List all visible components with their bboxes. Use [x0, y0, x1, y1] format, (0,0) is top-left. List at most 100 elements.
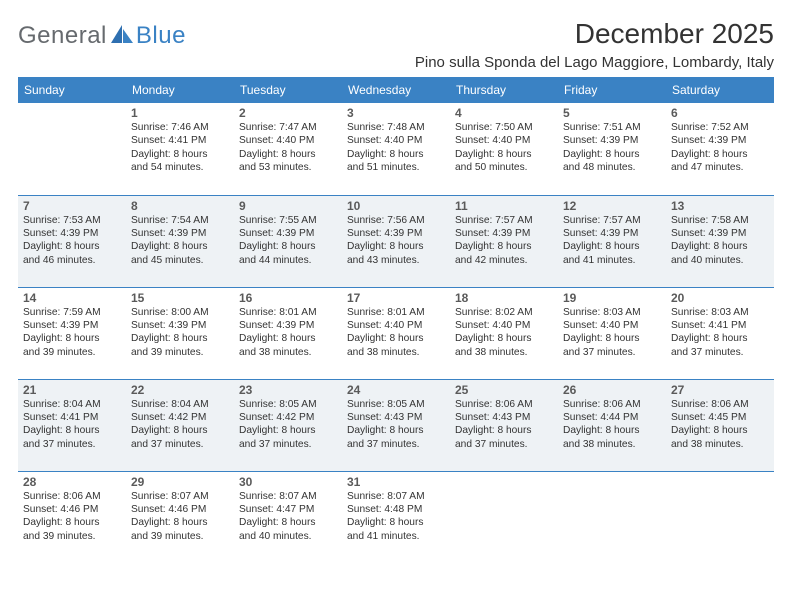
day-number: 22	[131, 383, 229, 397]
day-header: Thursday	[450, 77, 558, 103]
sunset-text: Sunset: 4:39 PM	[131, 319, 229, 332]
sunset-text: Sunset: 4:40 PM	[239, 134, 337, 147]
calendar-week: 28Sunrise: 8:06 AMSunset: 4:46 PMDayligh…	[18, 471, 774, 563]
day-number: 1	[131, 106, 229, 120]
dl1-text: Daylight: 8 hours	[23, 240, 121, 253]
dl2-text: and 38 minutes.	[239, 346, 337, 359]
calendar-cell: 1Sunrise: 7:46 AMSunset: 4:41 PMDaylight…	[126, 103, 234, 195]
calendar-cell: 31Sunrise: 8:07 AMSunset: 4:48 PMDayligh…	[342, 471, 450, 563]
day-number: 6	[671, 106, 769, 120]
calendar-cell: 11Sunrise: 7:57 AMSunset: 4:39 PMDayligh…	[450, 195, 558, 287]
calendar-cell: 28Sunrise: 8:06 AMSunset: 4:46 PMDayligh…	[18, 471, 126, 563]
calendar-cell: 20Sunrise: 8:03 AMSunset: 4:41 PMDayligh…	[666, 287, 774, 379]
day-number: 12	[563, 199, 661, 213]
sunrise-text: Sunrise: 7:47 AM	[239, 121, 337, 134]
dl2-text: and 42 minutes.	[455, 254, 553, 267]
dl2-text: and 37 minutes.	[671, 346, 769, 359]
sunrise-text: Sunrise: 7:56 AM	[347, 214, 445, 227]
dl2-text: and 40 minutes.	[671, 254, 769, 267]
sunrise-text: Sunrise: 8:01 AM	[347, 306, 445, 319]
header-row: General Blue December 2025 Pino sulla Sp…	[18, 18, 774, 71]
day-number: 14	[23, 291, 121, 305]
calendar-body: 1Sunrise: 7:46 AMSunset: 4:41 PMDaylight…	[18, 103, 774, 563]
dl1-text: Daylight: 8 hours	[23, 424, 121, 437]
dl1-text: Daylight: 8 hours	[239, 424, 337, 437]
day-number: 26	[563, 383, 661, 397]
dl1-text: Daylight: 8 hours	[563, 424, 661, 437]
calendar-cell: 4Sunrise: 7:50 AMSunset: 4:40 PMDaylight…	[450, 103, 558, 195]
sunrise-text: Sunrise: 8:03 AM	[563, 306, 661, 319]
sunset-text: Sunset: 4:39 PM	[239, 319, 337, 332]
dl2-text: and 38 minutes.	[671, 438, 769, 451]
sunset-text: Sunset: 4:42 PM	[239, 411, 337, 424]
dl2-text: and 51 minutes.	[347, 161, 445, 174]
dl1-text: Daylight: 8 hours	[455, 424, 553, 437]
calendar-cell: 23Sunrise: 8:05 AMSunset: 4:42 PMDayligh…	[234, 379, 342, 471]
day-number: 10	[347, 199, 445, 213]
calendar-cell: 8Sunrise: 7:54 AMSunset: 4:39 PMDaylight…	[126, 195, 234, 287]
sunset-text: Sunset: 4:46 PM	[131, 503, 229, 516]
sunrise-text: Sunrise: 8:03 AM	[671, 306, 769, 319]
calendar-cell: 13Sunrise: 7:58 AMSunset: 4:39 PMDayligh…	[666, 195, 774, 287]
dl1-text: Daylight: 8 hours	[23, 516, 121, 529]
day-header: Saturday	[666, 77, 774, 103]
sunset-text: Sunset: 4:39 PM	[23, 319, 121, 332]
calendar-cell: 12Sunrise: 7:57 AMSunset: 4:39 PMDayligh…	[558, 195, 666, 287]
calendar-page: General Blue December 2025 Pino sulla Sp…	[0, 0, 792, 563]
dl1-text: Daylight: 8 hours	[347, 240, 445, 253]
dl1-text: Daylight: 8 hours	[131, 424, 229, 437]
dl2-text: and 38 minutes.	[455, 346, 553, 359]
sunset-text: Sunset: 4:39 PM	[23, 227, 121, 240]
day-number: 3	[347, 106, 445, 120]
day-header: Tuesday	[234, 77, 342, 103]
dl1-text: Daylight: 8 hours	[131, 332, 229, 345]
sunset-text: Sunset: 4:47 PM	[239, 503, 337, 516]
dl2-text: and 37 minutes.	[23, 438, 121, 451]
dl1-text: Daylight: 8 hours	[347, 424, 445, 437]
calendar-week: 21Sunrise: 8:04 AMSunset: 4:41 PMDayligh…	[18, 379, 774, 471]
sunrise-text: Sunrise: 8:00 AM	[131, 306, 229, 319]
day-number: 20	[671, 291, 769, 305]
calendar-cell: 18Sunrise: 8:02 AMSunset: 4:40 PMDayligh…	[450, 287, 558, 379]
sunrise-text: Sunrise: 7:57 AM	[563, 214, 661, 227]
sunrise-text: Sunrise: 7:54 AM	[131, 214, 229, 227]
day-number: 25	[455, 383, 553, 397]
dl1-text: Daylight: 8 hours	[347, 332, 445, 345]
day-number: 21	[23, 383, 121, 397]
calendar-cell: 2Sunrise: 7:47 AMSunset: 4:40 PMDaylight…	[234, 103, 342, 195]
calendar-cell: 17Sunrise: 8:01 AMSunset: 4:40 PMDayligh…	[342, 287, 450, 379]
dl1-text: Daylight: 8 hours	[239, 240, 337, 253]
dl2-text: and 54 minutes.	[131, 161, 229, 174]
calendar-cell: 29Sunrise: 8:07 AMSunset: 4:46 PMDayligh…	[126, 471, 234, 563]
day-number: 13	[671, 199, 769, 213]
dl2-text: and 40 minutes.	[239, 530, 337, 543]
sunrise-text: Sunrise: 8:05 AM	[347, 398, 445, 411]
day-number: 16	[239, 291, 337, 305]
dl1-text: Daylight: 8 hours	[239, 332, 337, 345]
sunrise-text: Sunrise: 7:59 AM	[23, 306, 121, 319]
calendar-cell: 3Sunrise: 7:48 AMSunset: 4:40 PMDaylight…	[342, 103, 450, 195]
dl2-text: and 44 minutes.	[239, 254, 337, 267]
dl1-text: Daylight: 8 hours	[131, 516, 229, 529]
calendar-cell	[558, 471, 666, 563]
sunset-text: Sunset: 4:43 PM	[455, 411, 553, 424]
sunset-text: Sunset: 4:40 PM	[563, 319, 661, 332]
dl2-text: and 38 minutes.	[347, 346, 445, 359]
day-number: 30	[239, 475, 337, 489]
dl1-text: Daylight: 8 hours	[347, 516, 445, 529]
sunset-text: Sunset: 4:39 PM	[563, 134, 661, 147]
calendar-cell: 21Sunrise: 8:04 AMSunset: 4:41 PMDayligh…	[18, 379, 126, 471]
dl2-text: and 37 minutes.	[131, 438, 229, 451]
calendar-cell: 25Sunrise: 8:06 AMSunset: 4:43 PMDayligh…	[450, 379, 558, 471]
day-number: 18	[455, 291, 553, 305]
location-subtitle: Pino sulla Sponda del Lago Maggiore, Lom…	[415, 54, 774, 71]
sunset-text: Sunset: 4:45 PM	[671, 411, 769, 424]
sunset-text: Sunset: 4:40 PM	[455, 319, 553, 332]
calendar-cell: 6Sunrise: 7:52 AMSunset: 4:39 PMDaylight…	[666, 103, 774, 195]
dl2-text: and 37 minutes.	[563, 346, 661, 359]
dl1-text: Daylight: 8 hours	[455, 148, 553, 161]
dl2-text: and 39 minutes.	[23, 346, 121, 359]
day-number: 9	[239, 199, 337, 213]
sunrise-text: Sunrise: 8:06 AM	[563, 398, 661, 411]
sunset-text: Sunset: 4:39 PM	[671, 134, 769, 147]
